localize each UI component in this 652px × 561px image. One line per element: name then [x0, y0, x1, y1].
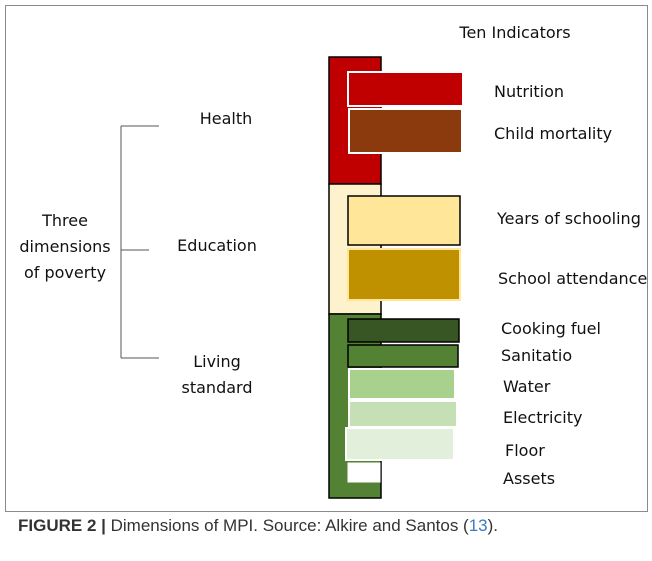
diagram-title: Ten Indicators — [458, 23, 570, 42]
indicator-label-child-mortality: Child mortality — [494, 124, 612, 143]
root-label-line2: dimensions — [19, 237, 110, 256]
caption-text: Dimensions of MPI. Source: Alkire and Sa… — [105, 516, 469, 535]
indicator-label-years-of-schooling: Years of schooling — [496, 209, 641, 228]
figure-caption: FIGURE 2 | Dimensions of MPI. Source: Al… — [18, 516, 498, 536]
indicator-bar-electricity — [348, 400, 458, 428]
indicator-label-floor: Floor — [505, 441, 545, 460]
dimension-label-living-line1: Living — [193, 352, 241, 371]
caption-reference-link[interactable]: 13 — [468, 516, 488, 535]
indicator-label-sanitation: Sanitatio — [501, 346, 572, 365]
indicator-bar-floor — [345, 427, 455, 461]
root-label-line1: Three — [41, 211, 88, 230]
indicator-bar-sanitation — [347, 344, 459, 368]
dimension-label-education: Education — [177, 236, 257, 255]
indicator-bar-nutrition — [347, 71, 464, 107]
mpi-diagram: Ten Indicators Nutrition Child mortality… — [19, 23, 647, 499]
root-label-line3: of poverty — [24, 263, 106, 282]
indicator-bar-school-attendance — [347, 248, 461, 301]
indicator-bar-water — [348, 368, 456, 400]
dimension-label-living-line2: standard — [182, 378, 253, 397]
indicator-label-electricity: Electricity — [503, 408, 582, 427]
dimension-label-health: Health — [200, 109, 253, 128]
indicator-label-school-attendance: School attendance — [498, 269, 647, 288]
indicator-bar-cooking-fuel — [347, 318, 460, 343]
indicator-label-cooking-fuel: Cooking fuel — [501, 319, 601, 338]
caption-end: ). — [487, 516, 499, 535]
indicator-label-water: Water — [503, 377, 551, 396]
indicator-bar-assets — [347, 462, 381, 483]
figure-frame — [5, 5, 648, 512]
indicator-bar-years-of-schooling — [347, 195, 461, 246]
caption-label: FIGURE 2 | — [18, 516, 106, 535]
indicator-label-assets: Assets — [503, 469, 555, 488]
indicator-label-nutrition: Nutrition — [494, 82, 564, 101]
indicator-bar-child-mortality — [348, 108, 463, 154]
